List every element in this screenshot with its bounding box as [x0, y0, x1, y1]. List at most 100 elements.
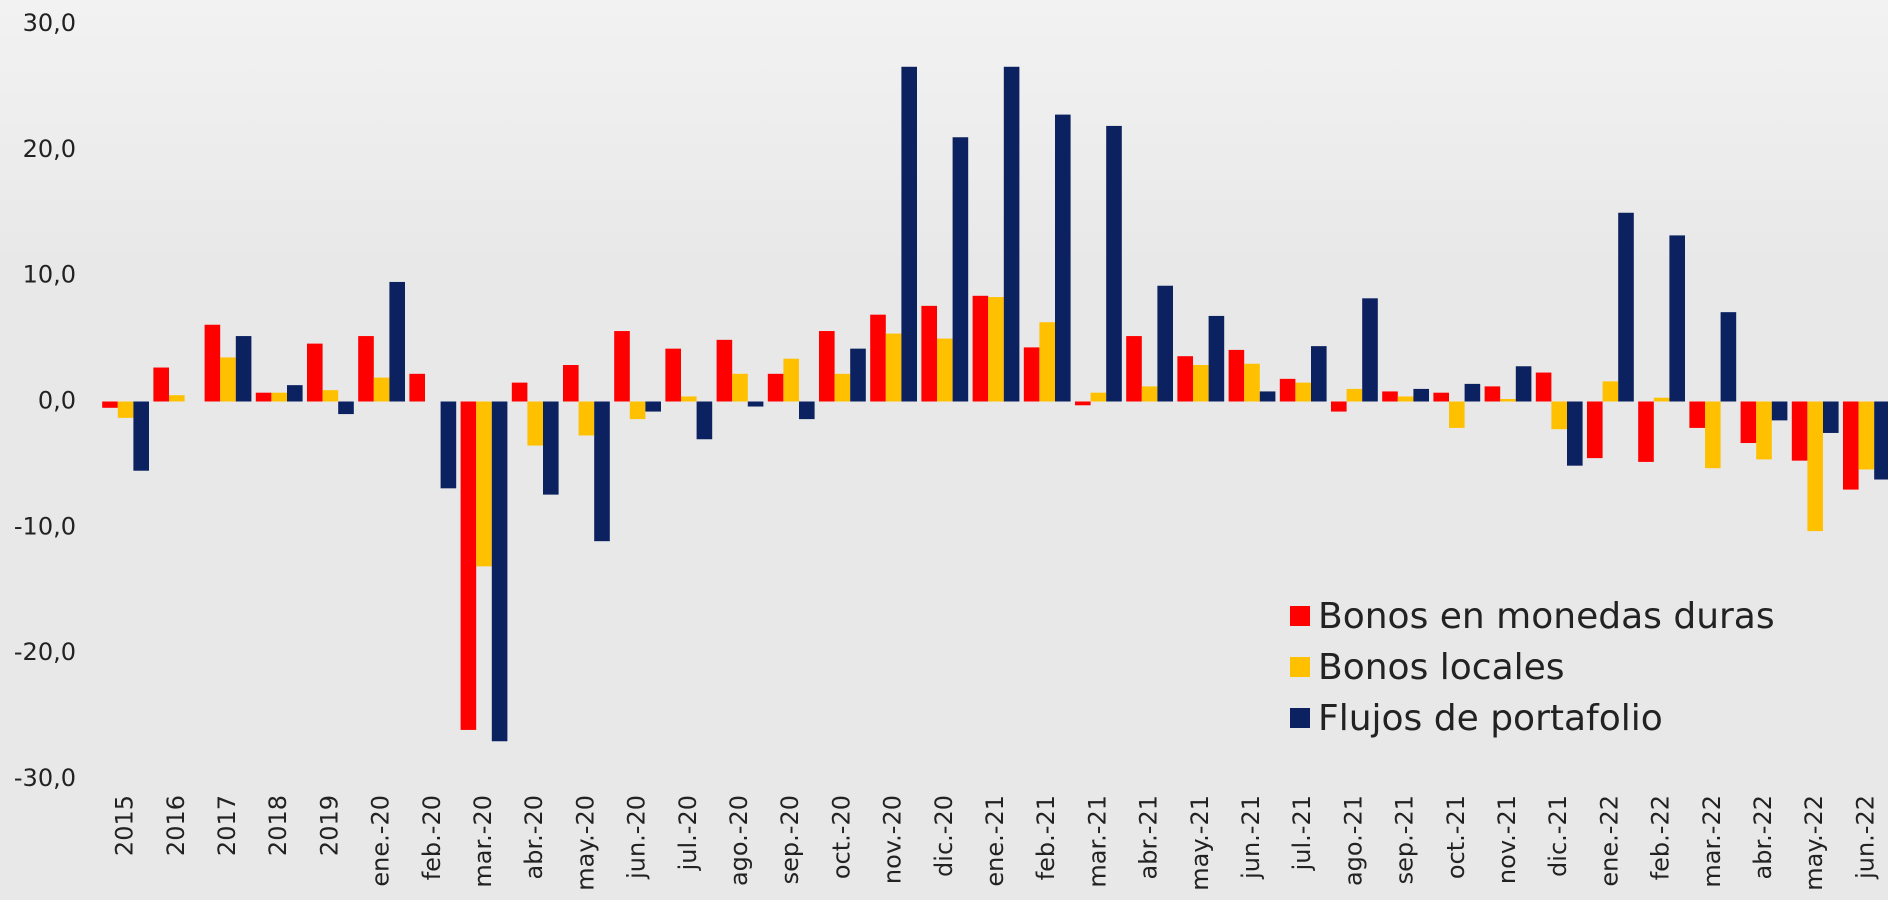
bar	[1721, 312, 1737, 401]
bar	[338, 402, 354, 415]
x-tick-label: oct.-21	[1442, 795, 1470, 879]
bar	[389, 282, 405, 402]
bar	[441, 402, 457, 489]
y-tick-label: -30,0	[14, 764, 76, 792]
bar	[768, 374, 784, 402]
bar	[1126, 336, 1142, 401]
bar	[287, 385, 303, 401]
bar	[665, 349, 681, 402]
bar	[1603, 381, 1619, 401]
bar	[1382, 391, 1398, 401]
bar	[1244, 364, 1260, 402]
bar	[835, 374, 851, 402]
bar	[1280, 379, 1296, 402]
bar	[1741, 402, 1757, 444]
bar	[102, 402, 118, 408]
x-tick-label: jul.-20	[674, 795, 702, 871]
x-tick-label: dic.-20	[930, 795, 958, 877]
bar	[1055, 115, 1071, 402]
bar	[527, 402, 543, 446]
bar	[1705, 402, 1721, 469]
bar	[409, 374, 425, 402]
bar	[681, 396, 697, 401]
bar	[1311, 346, 1327, 401]
legend-swatch	[1290, 657, 1310, 677]
legend-label: Bonos en monedas duras	[1318, 596, 1775, 637]
bar	[594, 402, 610, 542]
x-tick-label: jun.-22	[1851, 795, 1879, 880]
bar	[1362, 298, 1378, 401]
x-tick-label: ene.-20	[367, 795, 395, 887]
bar	[1823, 402, 1839, 433]
bar	[783, 359, 799, 402]
bar	[153, 368, 169, 402]
bar	[1157, 286, 1173, 402]
bar	[1024, 347, 1040, 401]
bar	[220, 357, 236, 401]
bar	[901, 67, 917, 402]
bar	[512, 383, 528, 402]
bar	[1638, 402, 1654, 462]
bar	[492, 402, 508, 742]
bar	[732, 374, 748, 402]
bar	[1567, 402, 1583, 466]
x-tick-label: ene.-21	[981, 795, 1009, 887]
bar	[1485, 386, 1501, 401]
bar	[1449, 402, 1465, 428]
bar	[953, 137, 969, 401]
bar	[476, 402, 492, 567]
y-tick-label: 30,0	[23, 9, 76, 37]
bar	[1193, 365, 1209, 401]
bar	[614, 331, 630, 401]
bar	[579, 402, 595, 436]
bar	[1260, 391, 1276, 401]
x-tick-label: abr.-20	[520, 795, 548, 879]
bar	[1209, 316, 1225, 402]
bar	[358, 336, 374, 401]
bar	[870, 315, 886, 402]
bar	[1859, 402, 1875, 470]
bar	[717, 340, 733, 402]
x-tick-label: mar.-22	[1698, 795, 1726, 888]
chart: -30,0-20,0-10,00,010,020,030,02015201620…	[0, 0, 1888, 900]
bar	[697, 402, 713, 440]
x-tick-label: 2017	[213, 795, 241, 856]
bar	[850, 349, 866, 402]
bar	[645, 402, 661, 412]
bar	[1807, 402, 1823, 532]
x-tick-label: dic.-21	[1544, 795, 1572, 877]
bar	[1229, 350, 1245, 402]
x-tick-label: may.-21	[1186, 795, 1214, 891]
bar	[1413, 389, 1429, 402]
bar	[988, 297, 1004, 401]
bar	[461, 402, 477, 730]
bar	[1689, 402, 1705, 428]
bar	[205, 325, 221, 402]
x-tick-label: feb.-22	[1647, 795, 1675, 880]
bar	[1874, 402, 1888, 480]
bar	[630, 402, 646, 420]
bar	[169, 395, 185, 401]
legend-swatch	[1290, 708, 1310, 728]
x-tick-label: mar.-21	[1083, 795, 1111, 888]
bar	[1331, 402, 1347, 412]
bar	[133, 402, 149, 471]
bar	[1106, 126, 1122, 402]
x-tick-label: 2018	[264, 795, 292, 856]
bar	[1792, 402, 1808, 461]
x-tick-label: ago.-21	[1339, 795, 1367, 886]
x-tick-label: may.-20	[571, 795, 599, 891]
legend-label: Bonos locales	[1318, 647, 1565, 688]
y-tick-label: -20,0	[14, 638, 76, 666]
bar	[1772, 402, 1788, 421]
x-tick-label: ene.-22	[1595, 795, 1623, 887]
bar	[886, 334, 902, 402]
bar	[1756, 402, 1772, 460]
bar	[1433, 393, 1449, 402]
y-tick-label: -10,0	[14, 512, 76, 540]
bar	[1039, 322, 1055, 401]
bar	[271, 393, 287, 402]
bar	[1004, 67, 1020, 402]
bar	[374, 378, 390, 402]
bar	[921, 306, 937, 402]
